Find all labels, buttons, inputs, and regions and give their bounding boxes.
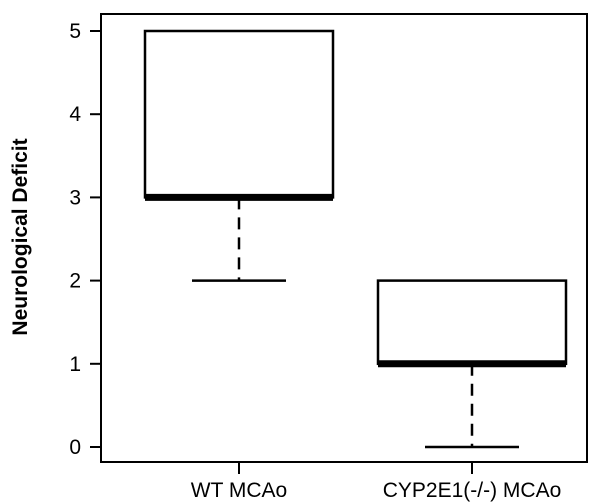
y-axis-title: Neurological Deficit [9, 138, 32, 335]
y-tick-label: 5 [69, 20, 81, 43]
iqr-box [143, 29, 335, 199]
y-tick-label: 3 [69, 186, 81, 209]
box-group [143, 29, 335, 282]
plot-frame [100, 13, 588, 463]
y-tick-label: 0 [69, 436, 81, 459]
x-axis: WT MCAo CYP2E1(-/-) MCAo [191, 462, 561, 502]
y-tick-label: 4 [69, 103, 81, 126]
y-tick-label: 2 [69, 270, 81, 293]
y-tick-label: 1 [69, 353, 81, 376]
y-axis: 0 1 2 3 4 5 [69, 20, 101, 459]
box-group [376, 279, 568, 449]
iqr-box [376, 279, 568, 366]
boxes [143, 29, 568, 449]
x-category-label: WT MCAo [191, 479, 287, 502]
x-category-label: CYP2E1(-/-) MCAo [383, 479, 562, 502]
